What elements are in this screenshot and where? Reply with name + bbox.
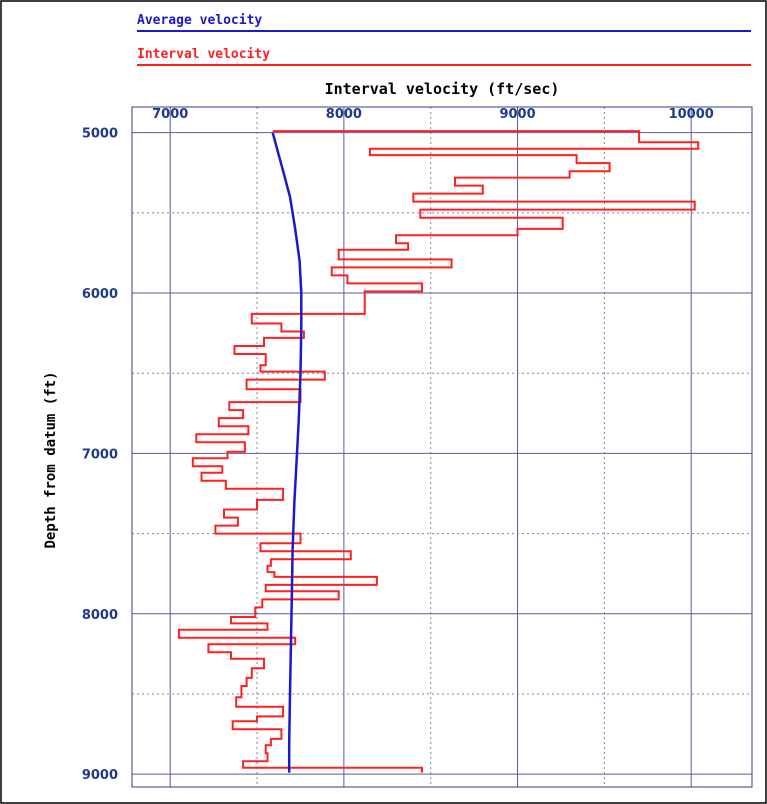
y-tick-label: 9000 (82, 768, 118, 783)
plot-area-frame (131, 106, 753, 788)
series-line-interval-velocity (177, 130, 700, 773)
y-axis-title: Depth from datum (ft) (43, 371, 59, 548)
y-tick-label: 7000 (82, 447, 118, 462)
y-tick-label: 5000 (82, 127, 118, 142)
legend-label-average-velocity: Average velocity (137, 13, 262, 28)
y-tick-label: 8000 (82, 608, 118, 623)
series-line-average-velocity (271, 132, 303, 773)
x-axis-title: Interval velocity (ft/sec) (325, 80, 560, 98)
x-tick-label: 7000 (152, 107, 188, 122)
series (177, 130, 700, 773)
grid (132, 107, 752, 787)
x-tick-label: 8000 (326, 107, 362, 122)
x-tick-label: 10000 (669, 107, 714, 122)
x-tick-label: 9000 (499, 107, 535, 122)
tick-labels: 7000 8000 9000 10000 5000 6000 7000 8000 9000 (82, 107, 714, 783)
y-tick-label: 6000 (82, 287, 118, 302)
legend: Average velocity Interval velocity (137, 13, 751, 66)
legend-label-interval-velocity: Interval velocity (137, 47, 270, 62)
